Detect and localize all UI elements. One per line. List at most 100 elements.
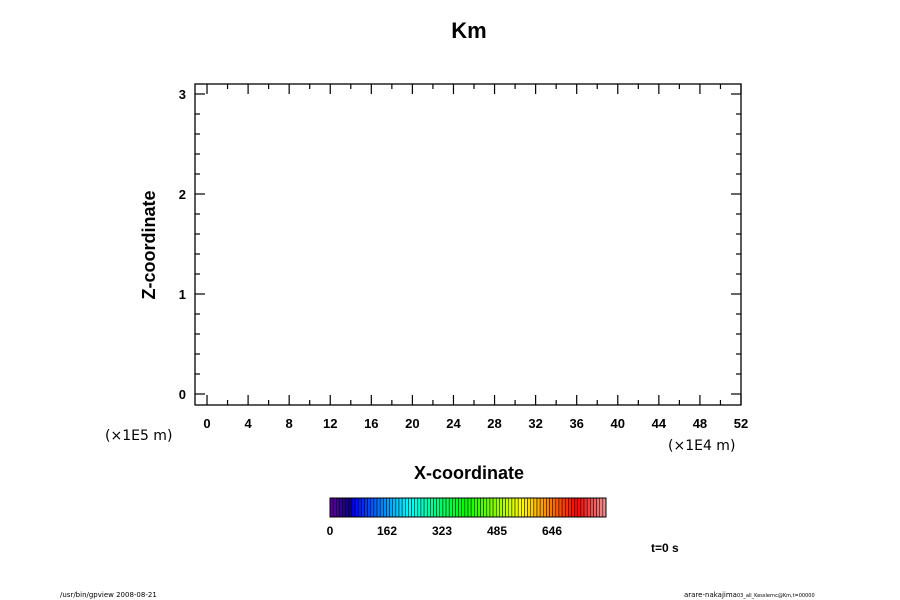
colorbar-segment [577, 497, 582, 518]
colorbar-segment [533, 497, 538, 518]
colorbar-segment [367, 497, 372, 518]
colorbar-segment [445, 497, 450, 518]
colorbar-segment [505, 497, 510, 518]
colorbar-segment [571, 497, 575, 518]
colorbar-segment [398, 497, 403, 518]
colorbar-label: 162 [377, 524, 397, 538]
colorbar-segment [342, 497, 346, 518]
x-tick-label: 48 [693, 416, 707, 431]
axis-ticks [195, 84, 742, 405]
colorbar-segment [483, 497, 488, 518]
colorbar-segment [546, 497, 550, 518]
colorbar-segment [392, 497, 397, 518]
y-axis-label: Z-coordinate [139, 190, 159, 299]
colorbar-segment [417, 497, 422, 518]
colorbar-segment [499, 497, 503, 518]
x-tick-label: 8 [286, 416, 293, 431]
colorbar-segment [486, 497, 491, 518]
colorbar-segment [580, 497, 585, 518]
colorbar-segment [395, 497, 400, 518]
x-tick-label: 52 [734, 416, 748, 431]
colorbar-segment [379, 497, 384, 518]
colorbar-segment [354, 497, 359, 518]
colorbar-segment [502, 497, 506, 518]
colorbar-segment [530, 497, 535, 518]
y-unit-label: (×1E5 m) [105, 428, 172, 444]
colorbar-segment [558, 497, 563, 518]
footer-left: /usr/bin/gpview 2008-08-21 [60, 591, 157, 599]
colorbar-segment [527, 497, 531, 518]
colorbar-segment [596, 497, 600, 518]
x-unit-label: (×1E4 m) [668, 438, 735, 454]
colorbar-labels: 0 162 323 485 646 [327, 524, 563, 538]
footer-right-sub: 03_all_Kesslernc@Km,t=00000 [737, 593, 815, 599]
colorbar-segment [408, 497, 412, 518]
colorbar-segment [383, 497, 387, 518]
colorbar-segment [436, 497, 441, 518]
colorbar-segment [593, 497, 597, 518]
colorbar-segment [539, 497, 544, 518]
colorbar-segment [345, 497, 350, 518]
colorbar-segment [549, 497, 553, 518]
footer-right: arare-nakajima03_all_Kesslernc@Km,t=0000… [684, 591, 815, 599]
colorbar-segment [574, 497, 579, 518]
colorbar-segment [514, 497, 519, 518]
colorbar-segment [543, 497, 547, 518]
colorbar-segment [389, 497, 393, 518]
x-axis-label: X-coordinate [414, 463, 524, 483]
y-tick-labels: 0 1 2 3 [179, 87, 186, 402]
colorbar-segment [339, 497, 343, 518]
x-tick-label: 36 [569, 416, 583, 431]
time-label: t=0 s [651, 541, 679, 555]
chart-title: Km [451, 18, 486, 43]
colorbar-segment [439, 497, 444, 518]
x-tick-label: 0 [203, 416, 210, 431]
colorbar-segment [508, 497, 513, 518]
x-tick-label: 32 [528, 416, 542, 431]
colorbar-segment [477, 497, 481, 518]
colorbar-segment [521, 497, 525, 518]
colorbar-segment [561, 497, 566, 518]
y-tick-label: 2 [179, 187, 186, 202]
colorbar-label: 0 [327, 524, 334, 538]
footer-right-main: arare-nakajima [684, 591, 737, 599]
colorbar-label: 646 [542, 524, 562, 538]
colorbar-segment [492, 497, 497, 518]
colorbar-segment [458, 497, 462, 518]
colorbar-segment [357, 497, 362, 518]
colorbar-segment [411, 497, 415, 518]
colorbar-label: 485 [487, 524, 507, 538]
colorbar-segment [586, 497, 591, 518]
colorbar-segment [364, 497, 368, 518]
colorbar-segment [464, 497, 469, 518]
colorbar-segment [448, 497, 453, 518]
colorbar-segment [524, 497, 528, 518]
x-tick-label: 20 [405, 416, 419, 431]
y-tick-label: 3 [179, 87, 186, 102]
x-tick-label: 44 [652, 416, 667, 431]
x-tick-label: 12 [323, 416, 337, 431]
colorbar-segment [590, 497, 594, 518]
colorbar-segment [461, 497, 466, 518]
colorbar-segment [511, 497, 516, 518]
y-tick-label: 1 [179, 287, 186, 302]
colorbar-segment [420, 497, 425, 518]
colorbar-segment [452, 497, 456, 518]
colorbar-frame [329, 497, 607, 518]
colorbar-segment [455, 497, 459, 518]
colorbar-segment [599, 497, 604, 518]
x-tick-label: 40 [611, 416, 625, 431]
x-tick-label: 4 [244, 416, 252, 431]
colorbar-segment [564, 497, 569, 518]
y-tick-label: 0 [179, 387, 186, 402]
colorbar [329, 497, 607, 518]
colorbar-segment [373, 497, 378, 518]
colorbar-segment [401, 497, 406, 518]
colorbar-segment [348, 497, 353, 518]
colorbar-segment [414, 497, 419, 518]
colorbar-segment [370, 497, 375, 518]
colorbar-segment [568, 497, 572, 518]
colorbar-segment [426, 497, 431, 518]
colorbar-segment [474, 497, 478, 518]
